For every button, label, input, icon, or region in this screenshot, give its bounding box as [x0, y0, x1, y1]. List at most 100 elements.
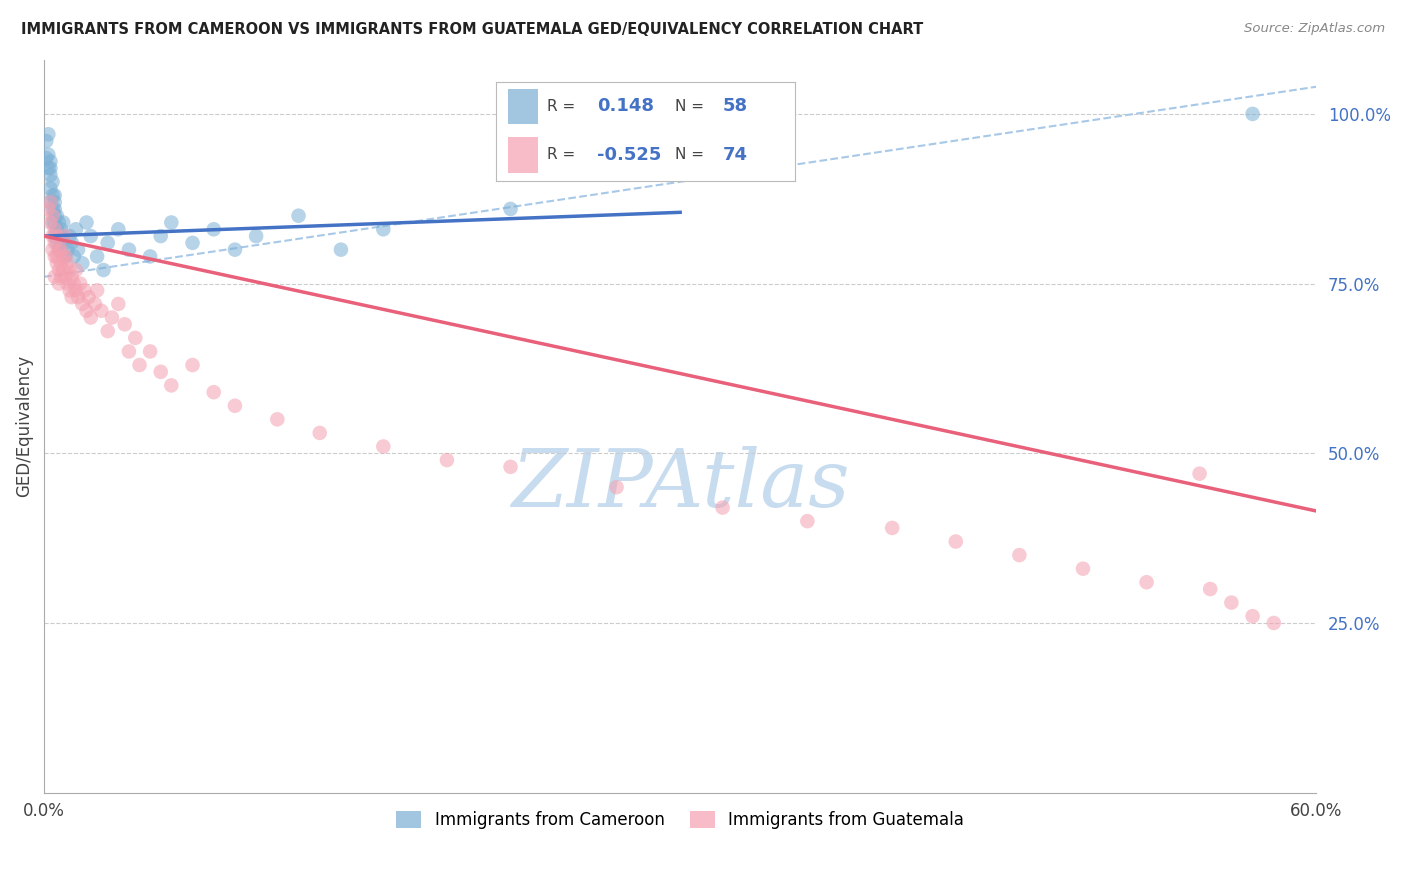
Point: [124, 331, 146, 345]
Point: [86, 284, 108, 298]
Point: [266, 412, 288, 426]
Point: [86, 249, 108, 263]
Point: [101, 310, 124, 325]
Point: [49, 235, 72, 250]
Point: [329, 243, 352, 257]
Point: [373, 440, 395, 454]
Point: [67, 243, 90, 257]
Point: [1220, 596, 1243, 610]
Point: [69, 277, 91, 291]
Text: Source: ZipAtlas.com: Source: ZipAtlas.com: [1244, 22, 1385, 36]
Point: [202, 222, 225, 236]
Point: [118, 243, 141, 257]
Point: [436, 453, 458, 467]
Point: [1008, 548, 1031, 562]
Point: [796, 514, 818, 528]
Point: [44, 229, 66, 244]
Point: [160, 215, 183, 229]
Point: [49, 222, 72, 236]
Point: [39, 168, 62, 182]
Point: [97, 324, 120, 338]
Point: [52, 229, 75, 244]
Point: [76, 303, 98, 318]
Point: [39, 181, 62, 195]
Point: [58, 284, 80, 298]
Point: [52, 249, 75, 263]
Point: [181, 235, 204, 250]
Legend: Immigrants from Cameroon, Immigrants from Guatemala: Immigrants from Cameroon, Immigrants fro…: [389, 804, 970, 836]
Point: [945, 534, 967, 549]
Point: [73, 284, 96, 298]
Point: [287, 209, 309, 223]
Point: [107, 297, 129, 311]
Point: [48, 243, 70, 257]
Point: [48, 263, 70, 277]
Point: [45, 256, 67, 270]
Point: [49, 269, 72, 284]
Point: [60, 235, 83, 250]
Point: [49, 243, 72, 257]
Point: [44, 235, 66, 250]
Point: [48, 277, 70, 291]
Point: [48, 229, 70, 244]
Point: [65, 284, 87, 298]
Point: [245, 229, 267, 244]
Point: [37, 161, 59, 176]
Point: [499, 202, 522, 216]
Point: [80, 310, 103, 325]
Point: [224, 243, 246, 257]
Point: [45, 235, 67, 250]
Point: [72, 297, 94, 311]
Point: [139, 344, 162, 359]
Point: [48, 215, 70, 229]
Point: [44, 215, 66, 229]
Point: [37, 202, 59, 216]
Point: [44, 202, 66, 216]
Point: [62, 249, 84, 263]
Point: [41, 175, 63, 189]
Point: [1135, 575, 1157, 590]
Point: [44, 195, 66, 210]
Point: [44, 269, 66, 284]
Text: ZIPAtlas: ZIPAtlas: [510, 446, 849, 524]
Point: [77, 290, 100, 304]
Point: [606, 480, 628, 494]
Point: [56, 277, 79, 291]
Point: [45, 229, 67, 244]
Point: [52, 263, 75, 277]
Point: [41, 215, 63, 229]
Point: [373, 222, 395, 236]
Point: [160, 378, 183, 392]
Point: [45, 222, 67, 236]
Point: [39, 154, 62, 169]
Point: [1188, 467, 1211, 481]
Point: [35, 134, 58, 148]
Point: [44, 209, 66, 223]
Point: [308, 425, 330, 440]
Point: [84, 297, 107, 311]
Point: [41, 243, 63, 257]
Point: [39, 195, 62, 210]
Point: [118, 344, 141, 359]
Point: [35, 151, 58, 165]
Point: [52, 215, 75, 229]
Point: [44, 188, 66, 202]
Point: [1263, 615, 1285, 630]
Point: [37, 128, 59, 142]
Point: [44, 249, 66, 263]
Point: [76, 215, 98, 229]
Point: [97, 235, 120, 250]
Point: [60, 269, 83, 284]
Text: IMMIGRANTS FROM CAMEROON VS IMMIGRANTS FROM GUATEMALA GED/EQUIVALENCY CORRELATIO: IMMIGRANTS FROM CAMEROON VS IMMIGRANTS F…: [21, 22, 924, 37]
Point: [149, 365, 172, 379]
Point: [60, 290, 83, 304]
Point: [41, 229, 63, 244]
Point: [56, 243, 79, 257]
Point: [90, 303, 112, 318]
Point: [62, 277, 84, 291]
Point: [149, 229, 172, 244]
Point: [114, 318, 136, 332]
Point: [39, 215, 62, 229]
Point: [67, 290, 90, 304]
Point: [181, 358, 204, 372]
